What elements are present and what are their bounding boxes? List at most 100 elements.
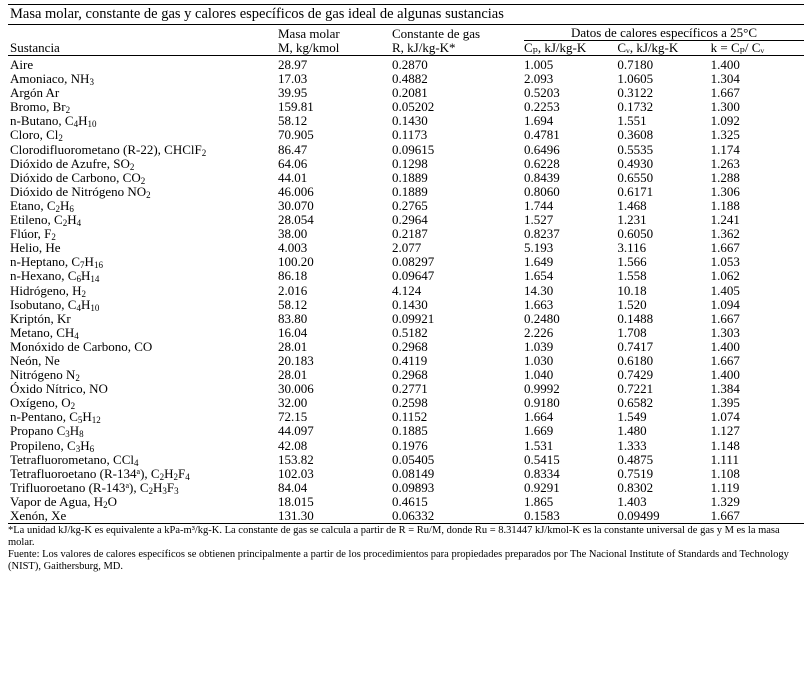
cell-sustancia: Metano, CH4 — [10, 324, 79, 341]
cell-masa-molar: 86.18 — [278, 268, 308, 284]
cell-cp: 1.664 — [524, 409, 554, 425]
cell-constante: 0.2765 — [392, 197, 428, 213]
cell-k: 1.400 — [710, 367, 740, 383]
cell-masa-molar: 28.01 — [278, 338, 308, 354]
cell-constante: 0.4119 — [392, 352, 428, 368]
table-row: Xenón, Xe 131.30 0.06332 0.1583 0.09499 1.667 — [8, 509, 804, 525]
cell-sustancia: n-Heptano, C7H16 — [10, 254, 103, 271]
cell-constante: 0.05202 — [392, 99, 435, 115]
cell-k: 1.119 — [710, 479, 740, 495]
cell-cp: 1.005 — [524, 57, 554, 72]
cell-masa-molar: 131.30 — [278, 509, 392, 525]
cell-constante: 0.2771 — [392, 381, 428, 397]
table-row: Oxígeno, O2 32.00 0.2598 0.9180 0.6582 1.395 — [8, 395, 804, 411]
cell-cp: 0.8334 — [524, 465, 560, 481]
table-row: Tetrafluoroetano (R-134a), C2H2F4 102.03 0… — [8, 465, 804, 482]
cell-cv: 0.09499 — [617, 509, 711, 525]
header-sustancia: Sustancia — [10, 40, 60, 55]
cell-cv: 0.4930 — [617, 155, 654, 171]
cell-masa-molar: 4.003 — [278, 240, 308, 256]
table-row: Etano, C2H6 30.070 0.2765 1.744 1.468 1.188 — [8, 197, 804, 213]
cell-k: 1.288 — [710, 169, 740, 185]
table-row: Argón Ar 39.95 0.2081 0.5203 0.3122 1.667 — [8, 86, 804, 100]
cell-masa-molar: 28.97 — [278, 57, 308, 72]
cell-sustancia: Neón, Ne — [10, 352, 60, 368]
cell-sustancia: Vapor de Agua, H2O — [10, 493, 118, 510]
cell-sustancia: Dióxido de Azufre, SO2 — [10, 155, 135, 172]
cell-constante: 0.4615 — [392, 493, 428, 509]
header-calores-group: Datos de calores específicos a 25°C — [524, 25, 804, 41]
cell-cp: 0.1583 — [524, 509, 618, 525]
cell-sustancia: Bromo, Br2 — [10, 99, 71, 116]
table-row: Cloro, Cl2 70.905 0.1173 0.4781 0.3608 1.325 — [8, 127, 804, 143]
source-note: Fuente: Los valores de calores específic… — [8, 549, 789, 573]
cell-masa-molar: 32.00 — [278, 395, 308, 411]
table-row: n-Pentano, C5H12 72.15 0.1152 1.664 1.549 1.0… — [8, 409, 804, 425]
cell-masa-molar: 16.04 — [278, 324, 308, 340]
cell-cp: 1.669 — [524, 423, 554, 439]
table-row: Clorodifluorometano (R-22), CHClF2 86.47 0… — [8, 141, 804, 157]
cell-cv: 0.7417 — [617, 338, 654, 354]
cell-masa-molar: 83.80 — [278, 310, 308, 326]
cell-cv: 0.6582 — [617, 395, 654, 411]
table-row: n-Butano, C4H10 58.12 0.1430 1.694 1.551 1.09… — [8, 113, 804, 129]
cell-cv: 1.403 — [617, 493, 647, 509]
cell-constante: 0.1430 — [392, 113, 428, 129]
cell-constante: 0.1152 — [392, 409, 428, 425]
cell-cv: 10.18 — [617, 282, 647, 298]
cell-constante: 4.124 — [392, 282, 422, 298]
cell-k: 1.325 — [710, 127, 740, 143]
cell-cv: 1.551 — [617, 113, 647, 129]
table-row: Etileno, C2H4 28.054 0.2964 1.527 1.231 1.241 — [8, 212, 804, 229]
cell-cv: 1.708 — [617, 324, 647, 340]
cell-masa-molar: 44.097 — [278, 423, 314, 439]
cell-cv: 0.1732 — [617, 99, 654, 115]
header-constante-line1: Constante de gas — [392, 25, 481, 41]
cell-cp: 5.193 — [524, 240, 554, 256]
cell-k: 1.111 — [710, 451, 739, 467]
table-row: Dióxido de Nitrógeno NO2 46.006 0.1889 0.80… — [8, 184, 804, 199]
cell-cp: 0.5203 — [524, 85, 560, 101]
cell-cv: 0.7180 — [617, 57, 654, 72]
cell-cv: 0.7429 — [617, 367, 654, 383]
cell-cv: 1.520 — [617, 296, 647, 312]
cell-sustancia: Tetrafluoroetano (R-134a), C2H2F4 — [10, 465, 190, 482]
cell-cp: 1.531 — [524, 437, 554, 453]
cell-sustancia: Helio, He — [10, 240, 61, 256]
cell-constante: 0.2081 — [392, 85, 428, 101]
cell-cv: 0.6050 — [617, 226, 654, 242]
cell-masa-molar: 44.01 — [278, 169, 308, 185]
cell-cp: 1.030 — [524, 352, 554, 368]
cell-sustancia: Propano C3H8 — [10, 423, 84, 440]
header-cp: Cₚ, kJ/kg-K — [524, 40, 587, 55]
cell-constante: 0.1173 — [392, 127, 428, 143]
cell-constante: 0.08149 — [392, 465, 435, 481]
cell-masa-molar: 159.81 — [278, 99, 314, 115]
cell-k: 1.053 — [710, 254, 740, 270]
cell-cp: 0.4781 — [524, 127, 560, 143]
cell-sustancia: Etileno, C2H4 — [10, 212, 82, 229]
cell-k: 1.092 — [710, 113, 740, 129]
table-row: Metano, CH4 16.04 0.5182 2.226 1.708 1.303 — [8, 324, 804, 341]
cell-k: 1.667 — [710, 240, 740, 256]
cell-k: 1.174 — [710, 141, 740, 157]
cell-constante: 0.1885 — [392, 423, 428, 439]
cell-masa-molar: 2.016 — [278, 282, 308, 298]
cell-sustancia: Propileno, C3H6 — [10, 437, 95, 454]
cell-k: 1.400 — [710, 338, 740, 354]
cell-cp: 0.9180 — [524, 395, 560, 411]
table-row: n-Hexano, C6H14 86.18 0.09647 1.654 1.558 1.0… — [8, 268, 804, 284]
table-row: Dióxido de Azufre, SO2 64.06 0.1298 0.6228 0… — [8, 155, 804, 172]
cell-masa-molar: 70.905 — [278, 127, 314, 143]
header-empty — [8, 25, 278, 41]
cell-cv: 0.7519 — [617, 465, 654, 481]
cell-cp: 2.226 — [524, 324, 554, 340]
cell-cv: 1.333 — [617, 437, 647, 453]
properties-table: Masa molar Constante de gas Datos de cal… — [8, 25, 804, 525]
cell-masa-molar: 64.06 — [278, 155, 308, 171]
table-row: Neón, Ne 20.183 0.4119 1.030 0.6180 1.667 — [8, 352, 804, 368]
header-masa-molar-line1: Masa molar — [278, 25, 340, 41]
cell-cv: 0.3608 — [617, 127, 654, 143]
cell-cv: 0.5535 — [617, 141, 654, 157]
cell-cp: 1.865 — [524, 493, 554, 509]
